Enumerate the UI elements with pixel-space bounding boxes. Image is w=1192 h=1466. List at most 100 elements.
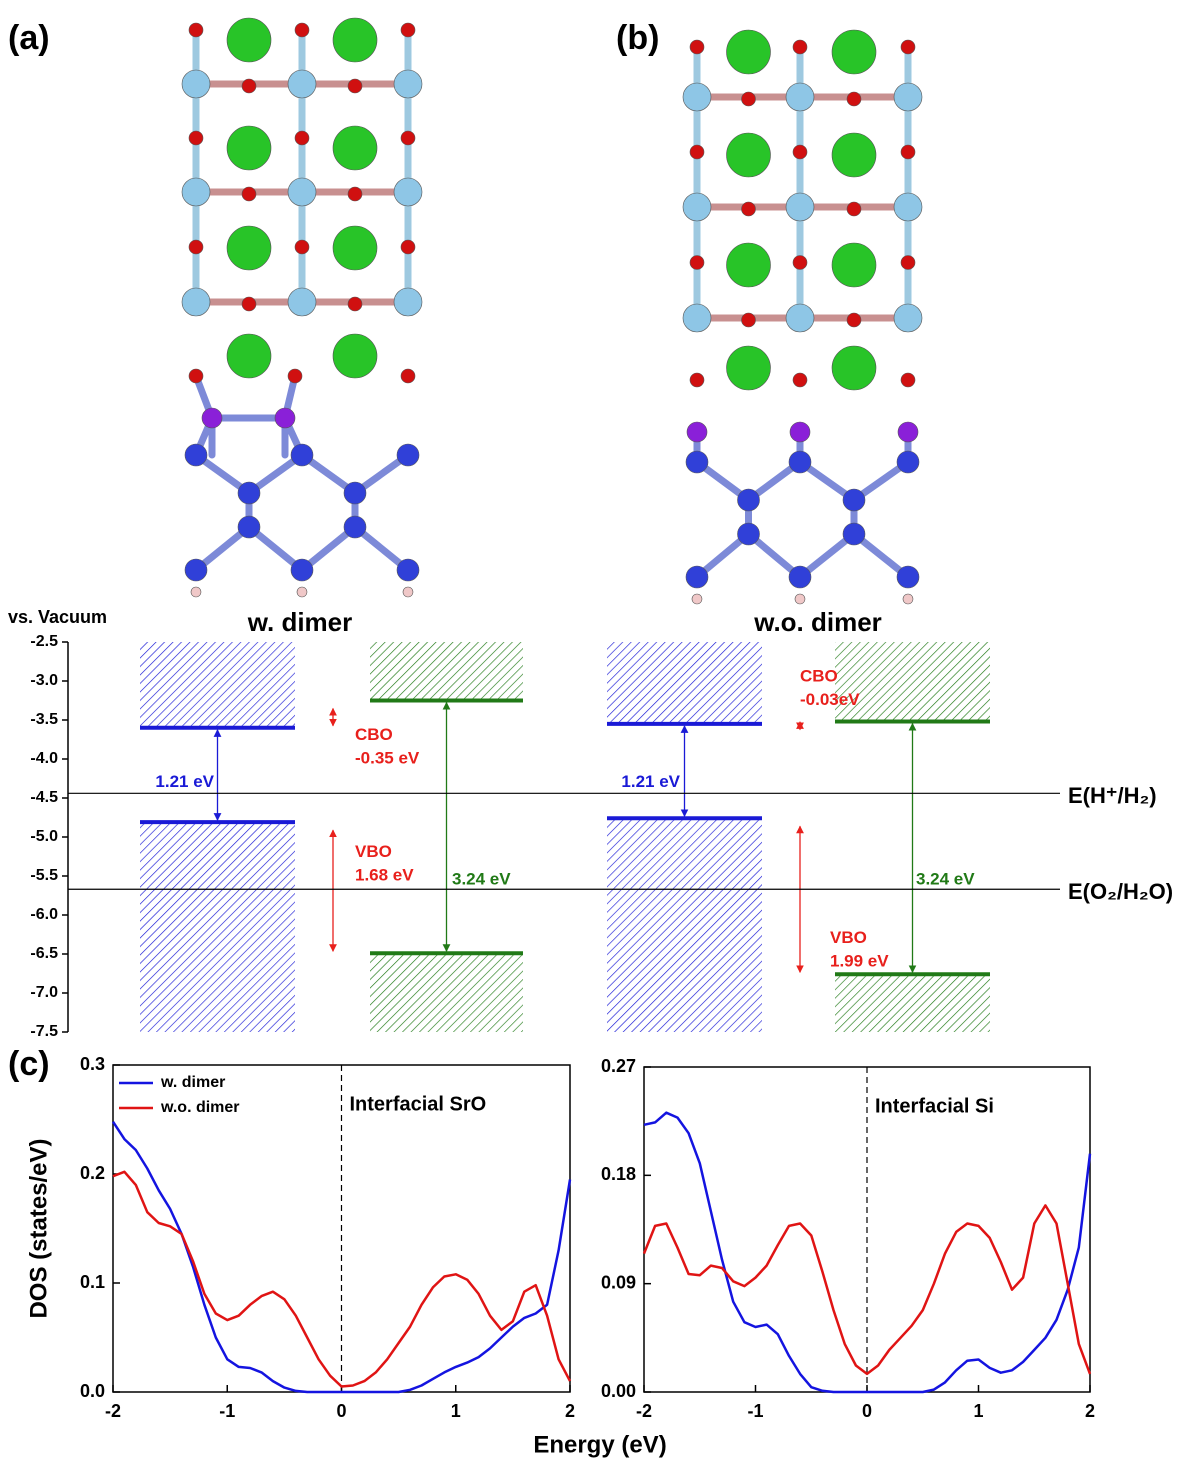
x-tick-label: 0 [336,1401,346,1421]
atom [832,243,876,287]
y-tick-label: -5.5 [30,867,58,884]
atom [683,193,711,221]
atom [238,516,260,538]
y-tick-label: 0.0 [80,1381,105,1401]
panel-label: (c) [8,1045,50,1083]
atom [738,523,760,545]
atom [333,126,377,170]
atom [291,444,313,466]
gap-label: 1.21 eV [621,772,680,791]
atom [288,369,302,383]
x-tick-label: -1 [747,1401,763,1421]
cbo-label: CBO [800,667,838,686]
atom [683,304,711,332]
atom [686,566,708,588]
conduction-band [607,642,762,724]
x-tick-label: 1 [973,1401,983,1421]
atom [692,594,702,604]
atom [795,594,805,604]
vbo-label: 1.99 eV [830,951,889,970]
atom [295,131,309,145]
conduction-band [140,642,295,728]
atom [227,226,271,270]
y-tick-label: -6.0 [30,906,58,923]
legend-label: w. dimer [160,1074,225,1091]
atom [185,444,207,466]
valence-band [835,974,990,1032]
atom [742,92,756,106]
atom [897,566,919,588]
atom [288,288,316,316]
atom [185,559,207,581]
y-tick-label: -5.0 [30,828,58,845]
atom [687,422,707,442]
atom [242,187,256,201]
y-tick-label: -4.5 [30,789,58,806]
cbo-label: CBO [355,725,393,744]
x-tick-label: -1 [219,1401,235,1421]
atom [727,243,771,287]
atom [903,594,913,604]
atom [793,40,807,54]
x-axis-label: Energy (eV) [533,1431,666,1458]
atom [789,566,811,588]
vbo-label: VBO [830,928,867,947]
atom [394,288,422,316]
atom [344,516,366,538]
atom [333,334,377,378]
y-tick-label: -7.5 [30,1023,58,1040]
atom [403,587,413,597]
panel-label: (b) [616,19,659,57]
atom [401,131,415,145]
atom [901,40,915,54]
y-tick-label: -4.0 [30,750,58,767]
atom [738,489,760,511]
y-tick-label: -3.5 [30,711,58,728]
atom [275,408,295,428]
cbo-label: -0.03eV [800,690,860,709]
atom [348,297,362,311]
y-tick-label: 0.18 [601,1164,636,1184]
gap-label: 1.21 eV [155,772,214,791]
atom [683,83,711,111]
y-tick-label: 0.1 [80,1272,105,1292]
y-axis-label: vs. Vacuum [8,607,107,627]
atom [394,178,422,206]
atom [242,297,256,311]
atom [786,304,814,332]
atom [690,40,704,54]
atom [295,23,309,37]
atom [189,369,203,383]
gap-label: 3.24 eV [916,869,975,888]
y-axis-label: DOS (states/eV) [25,1138,52,1318]
atom [727,346,771,390]
atom [690,373,704,387]
atom [348,79,362,93]
atom [202,408,222,428]
atom [189,240,203,254]
reference-label: E(O₂/H₂O) [1068,879,1173,904]
atom [397,559,419,581]
y-tick-label: 0.00 [601,1381,636,1401]
atom [690,256,704,270]
atom [182,178,210,206]
atom [843,489,865,511]
atom [894,304,922,332]
y-tick-label: 0.09 [601,1272,636,1292]
atom [894,83,922,111]
y-tick-label: 0.2 [80,1163,105,1183]
atom [189,131,203,145]
atom [242,79,256,93]
atom [227,18,271,62]
vbo-label: 1.68 eV [355,865,414,884]
atom [847,202,861,216]
atom [894,193,922,221]
atom [686,451,708,473]
x-tick-label: -2 [636,1401,652,1421]
atom [832,30,876,74]
atom [297,587,307,597]
atom [344,482,366,504]
annotation: Interfacial SrO [350,1093,487,1115]
cbo-label: -0.35 eV [355,748,420,767]
y-tick-label: -2.5 [30,633,58,650]
